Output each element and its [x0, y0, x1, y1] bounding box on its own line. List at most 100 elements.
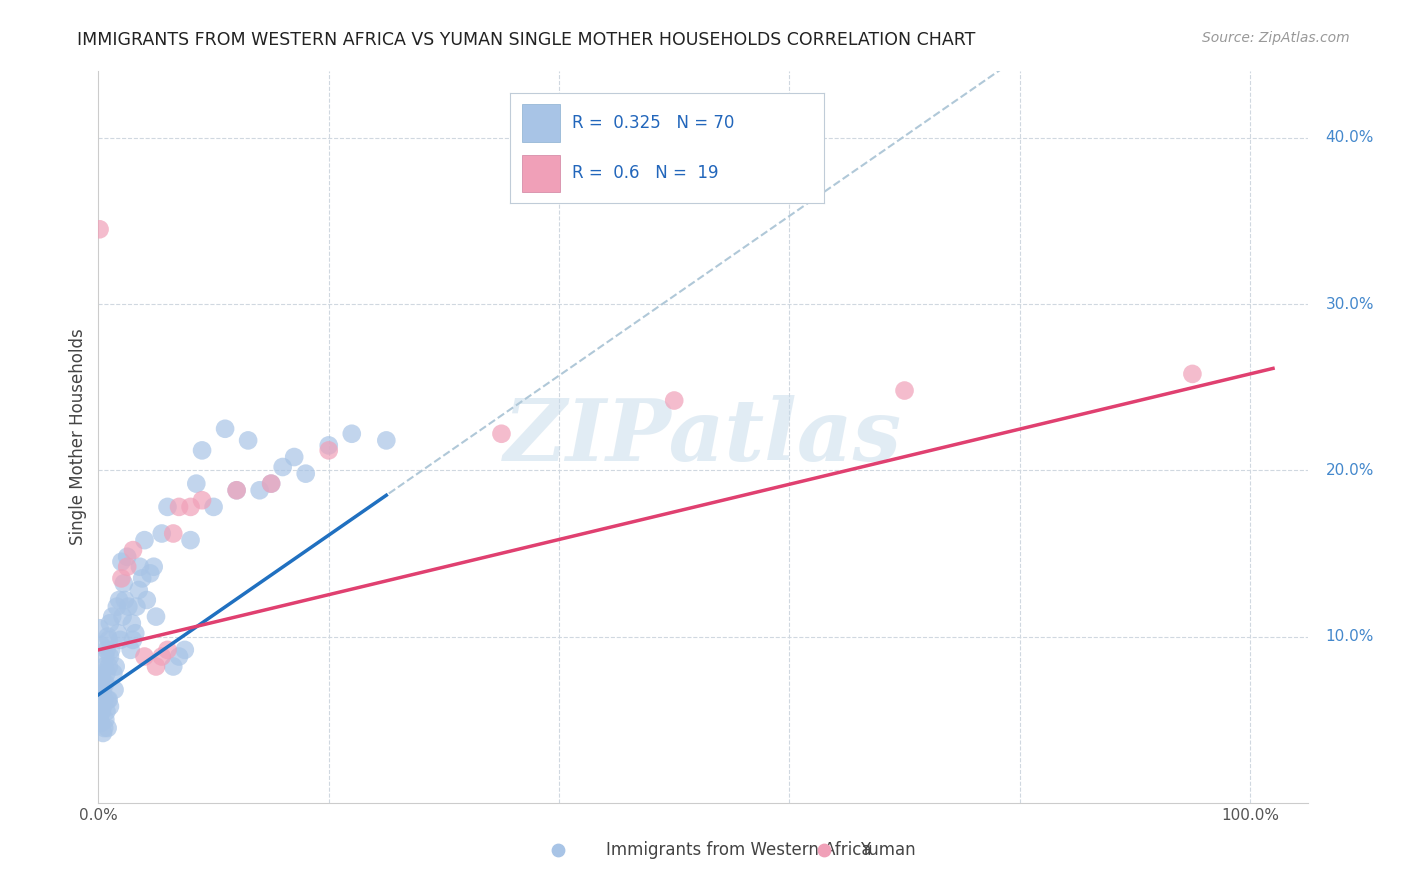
- Point: [186, 476, 208, 491]
- Point: [225, 483, 247, 498]
- Point: [125, 599, 148, 614]
- Point: [120, 643, 142, 657]
- Point: [94, 649, 117, 664]
- Point: [97, 692, 120, 706]
- Point: [150, 649, 173, 664]
- Point: [180, 500, 202, 514]
- Point: [139, 566, 162, 581]
- Text: IMMIGRANTS FROM WESTERN AFRICA VS YUMAN SINGLE MOTHER HOUSEHOLDS CORRELATION CHA: IMMIGRANTS FROM WESTERN AFRICA VS YUMAN …: [77, 31, 976, 49]
- Point: [91, 699, 114, 714]
- Point: [93, 659, 115, 673]
- Point: [98, 649, 121, 664]
- Text: 40.0%: 40.0%: [1326, 130, 1374, 145]
- Point: [260, 476, 283, 491]
- Text: Immigrants from Western Africa: Immigrants from Western Africa: [606, 841, 872, 859]
- Point: [340, 426, 363, 441]
- Point: [180, 533, 202, 548]
- Point: [128, 582, 150, 597]
- Point: [110, 571, 132, 585]
- Point: [124, 626, 146, 640]
- Point: [98, 699, 121, 714]
- Point: [89, 621, 111, 635]
- Point: [318, 438, 340, 452]
- Point: [162, 526, 184, 541]
- Point: [318, 443, 340, 458]
- Point: [90, 638, 112, 652]
- Point: [1181, 367, 1204, 381]
- Point: [94, 713, 117, 727]
- Point: [142, 559, 165, 574]
- Point: [167, 649, 190, 664]
- Point: [260, 476, 283, 491]
- Point: [491, 426, 513, 441]
- Point: [117, 599, 139, 614]
- Point: [156, 643, 179, 657]
- Point: [121, 616, 143, 631]
- Point: [100, 643, 122, 657]
- Point: [114, 593, 136, 607]
- Point: [150, 526, 173, 541]
- Point: [893, 384, 915, 398]
- Text: Yuman: Yuman: [860, 841, 915, 859]
- Point: [104, 659, 127, 673]
- Point: [135, 593, 157, 607]
- Point: [131, 571, 153, 585]
- Point: [375, 434, 398, 448]
- Point: [283, 450, 305, 464]
- Point: [94, 676, 117, 690]
- Point: [173, 643, 195, 657]
- Point: [101, 609, 124, 624]
- Point: [271, 460, 294, 475]
- Point: [294, 467, 316, 481]
- Text: 30.0%: 30.0%: [1326, 297, 1374, 311]
- Point: [90, 705, 112, 719]
- Point: [167, 500, 190, 514]
- Point: [202, 500, 225, 514]
- Point: [162, 659, 184, 673]
- Point: [96, 666, 118, 681]
- Point: [225, 483, 247, 498]
- Point: [145, 609, 167, 624]
- Point: [249, 483, 271, 498]
- Point: [97, 630, 120, 644]
- Text: 10.0%: 10.0%: [1326, 629, 1374, 644]
- Point: [103, 682, 125, 697]
- Point: [107, 626, 129, 640]
- Point: [90, 676, 112, 690]
- Point: [91, 726, 114, 740]
- Point: [90, 671, 112, 685]
- Text: Source: ZipAtlas.com: Source: ZipAtlas.com: [1202, 31, 1350, 45]
- Point: [90, 716, 112, 731]
- Point: [97, 692, 120, 706]
- Y-axis label: Single Mother Households: Single Mother Households: [69, 329, 87, 545]
- Point: [122, 543, 145, 558]
- Point: [128, 559, 150, 574]
- Point: [96, 643, 118, 657]
- Point: [122, 632, 145, 647]
- Point: [108, 593, 131, 607]
- Point: [191, 443, 214, 458]
- Point: [112, 576, 135, 591]
- Point: [103, 666, 125, 681]
- Point: [115, 549, 138, 564]
- Point: [89, 222, 111, 236]
- Point: [110, 555, 132, 569]
- Point: [93, 692, 115, 706]
- Point: [236, 434, 259, 448]
- Point: [145, 659, 167, 673]
- Point: [91, 682, 114, 697]
- Point: [191, 493, 214, 508]
- Point: [105, 599, 128, 614]
- Point: [110, 632, 132, 647]
- Point: [89, 682, 111, 697]
- Point: [97, 632, 120, 647]
- Point: [134, 649, 156, 664]
- Point: [214, 422, 236, 436]
- Point: [156, 500, 179, 514]
- Text: 20.0%: 20.0%: [1326, 463, 1374, 478]
- Point: [89, 709, 111, 723]
- Text: ZIPatlas: ZIPatlas: [503, 395, 903, 479]
- Point: [93, 721, 115, 735]
- Point: [111, 609, 134, 624]
- Point: [96, 705, 118, 719]
